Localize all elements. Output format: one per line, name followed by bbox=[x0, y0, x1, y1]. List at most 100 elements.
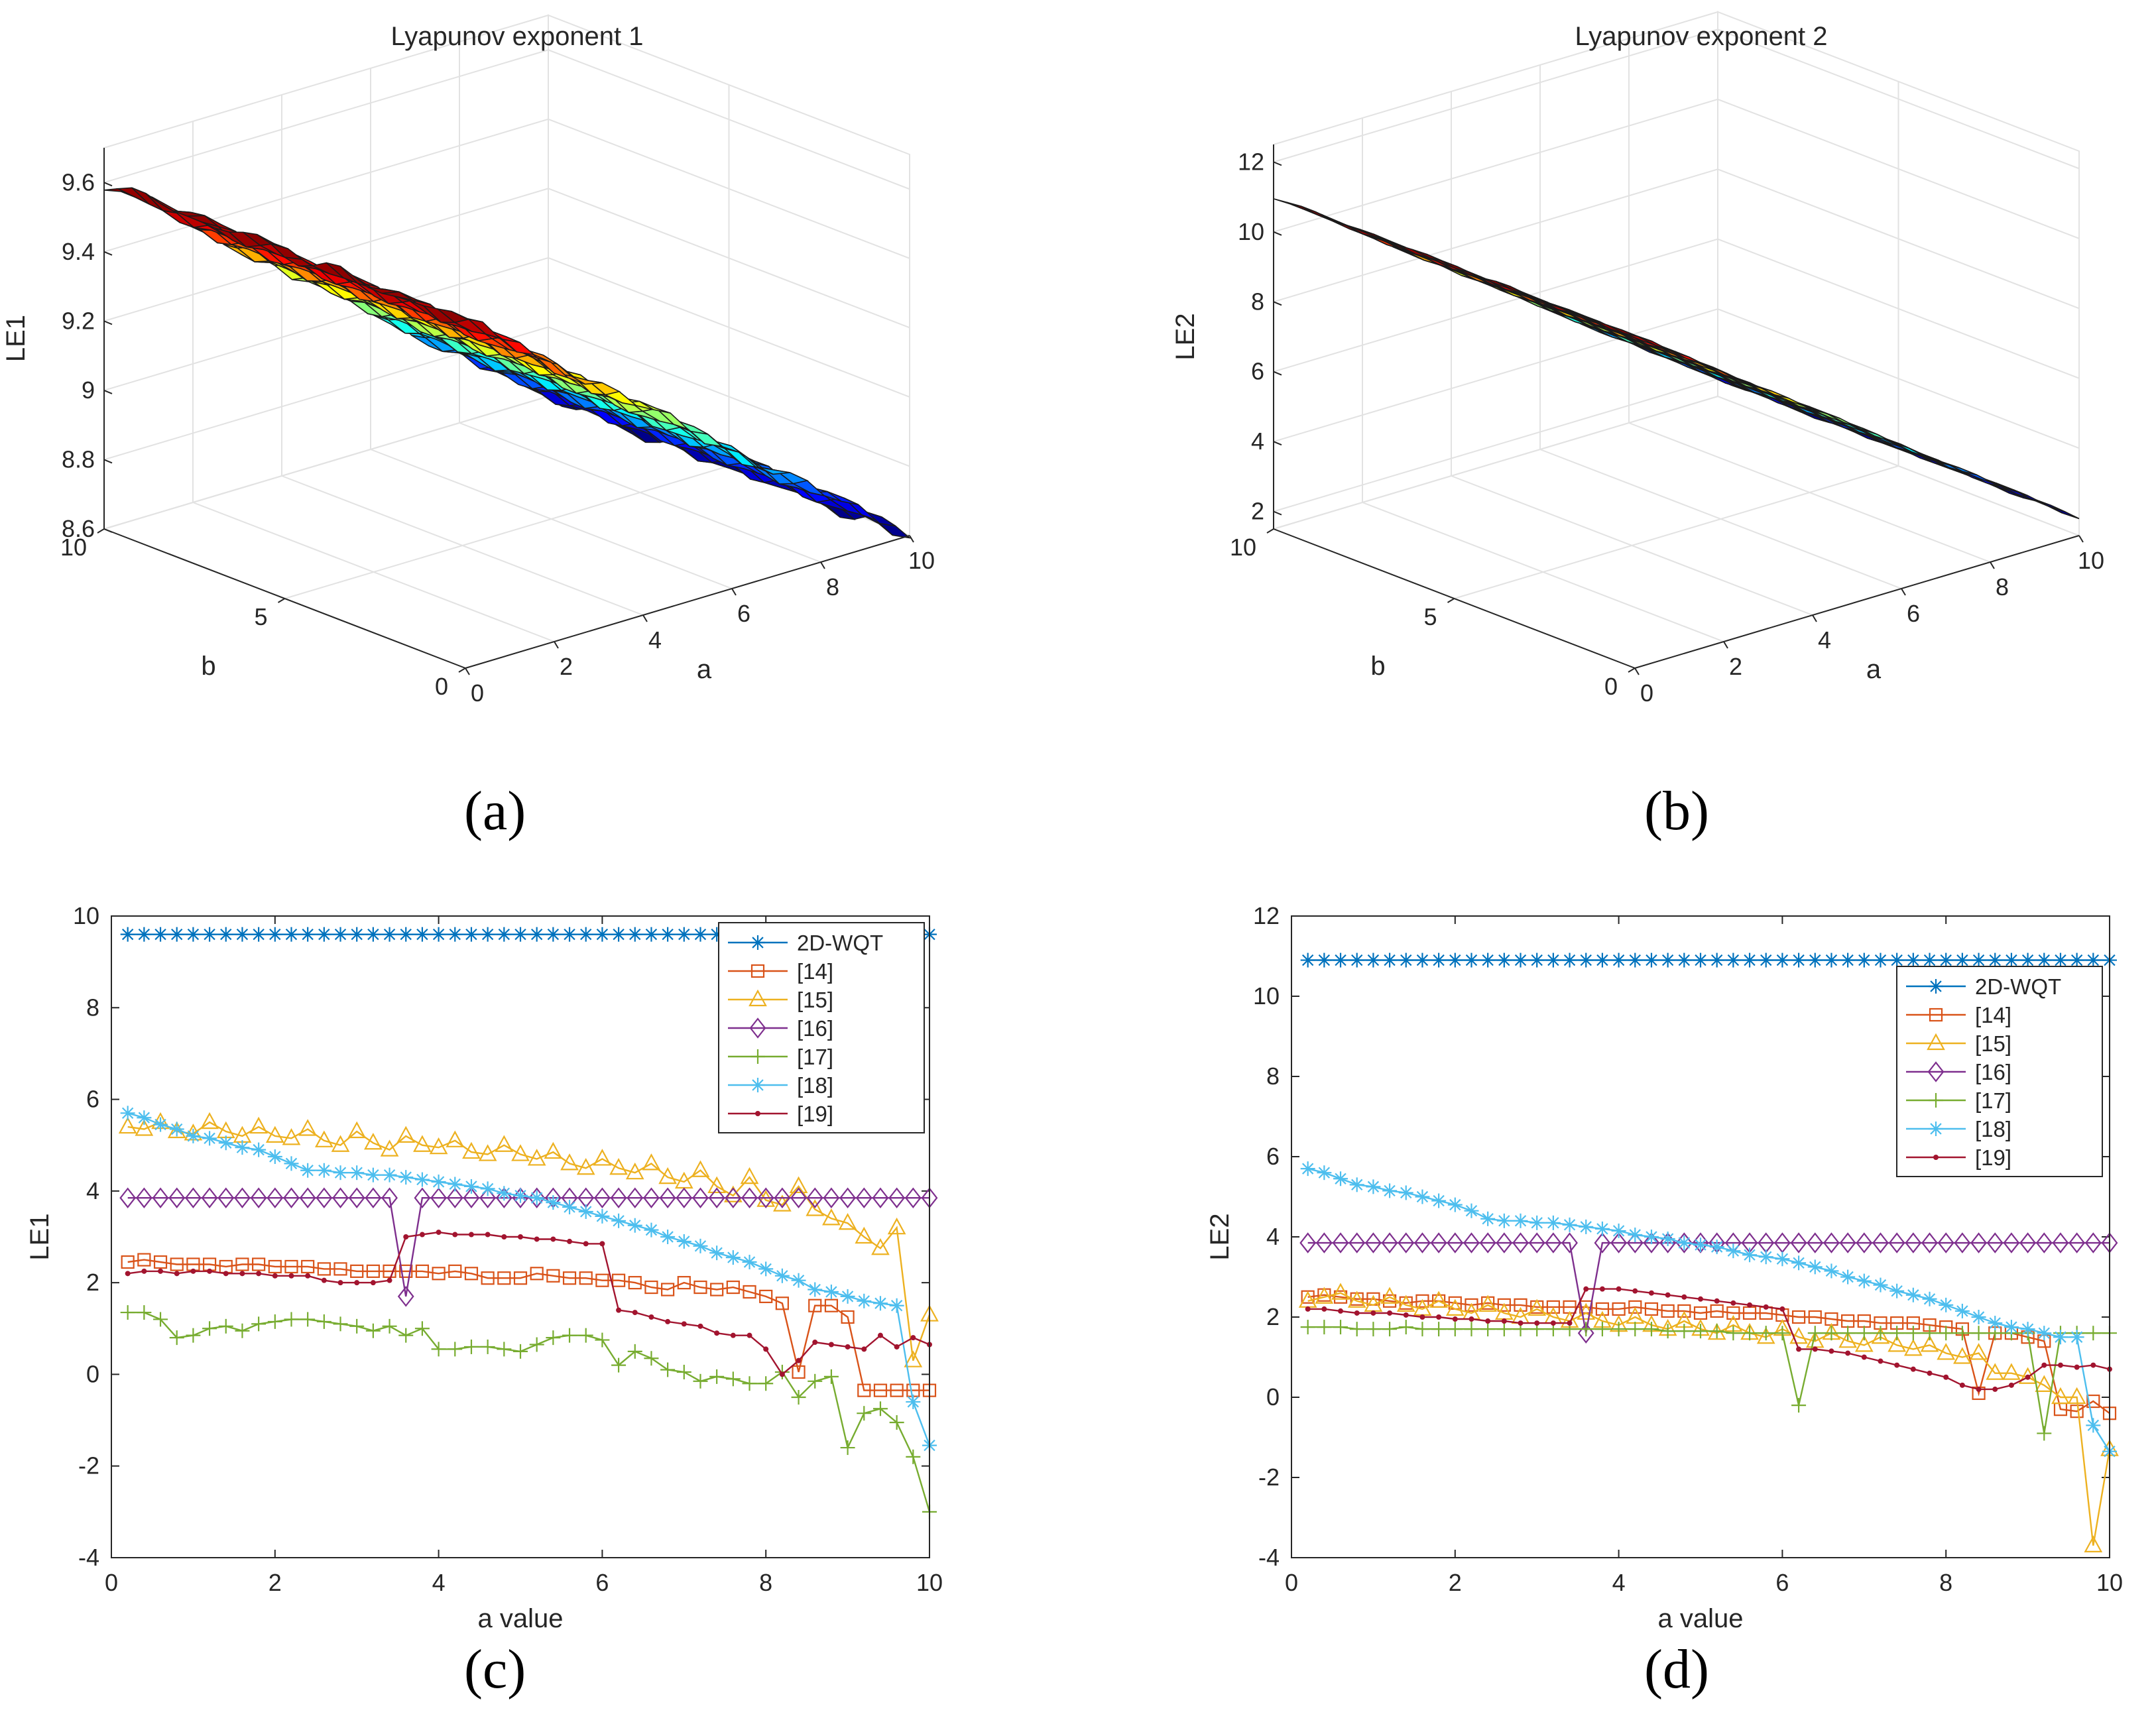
data-point bbox=[398, 1328, 414, 1343]
data-point bbox=[1480, 952, 1496, 968]
marker-stroke bbox=[1482, 954, 1494, 966]
x-tick-label: 10 bbox=[2078, 547, 2104, 574]
data-point bbox=[511, 1144, 530, 1161]
x-axis-label: a bbox=[697, 655, 712, 684]
marker-stroke bbox=[1563, 954, 1576, 966]
legend-label: [16] bbox=[797, 1016, 833, 1041]
marker-stroke bbox=[743, 1256, 756, 1268]
data-point bbox=[2037, 1426, 2052, 1441]
data-point bbox=[1856, 952, 1872, 968]
marker-stroke bbox=[351, 928, 363, 941]
marker-stroke bbox=[1384, 1184, 1396, 1197]
data-point bbox=[1922, 1291, 1937, 1306]
data-point bbox=[1463, 1232, 1480, 1253]
marker-stroke bbox=[318, 928, 330, 941]
data-point bbox=[857, 1406, 872, 1421]
data-point bbox=[354, 1280, 360, 1286]
data-point bbox=[872, 1296, 888, 1311]
series-line bbox=[127, 1259, 929, 1391]
marker-stroke bbox=[2070, 954, 2083, 966]
data-point bbox=[2037, 952, 2052, 968]
marker-stroke bbox=[825, 1286, 837, 1298]
data-point bbox=[462, 1141, 481, 1159]
data-point bbox=[463, 1339, 479, 1354]
data-point bbox=[403, 1234, 409, 1240]
x-tick-label: 4 bbox=[648, 626, 662, 654]
marker-stroke bbox=[187, 928, 200, 941]
data-point bbox=[1430, 1232, 1447, 1253]
data-point bbox=[1366, 1322, 1381, 1337]
data-point bbox=[709, 1369, 725, 1384]
data-point bbox=[529, 1337, 544, 1352]
data-point bbox=[300, 927, 316, 942]
marker-stroke bbox=[121, 928, 134, 941]
y-gridline bbox=[1454, 82, 1899, 599]
data-point bbox=[153, 1117, 168, 1132]
data-point bbox=[648, 1314, 654, 1320]
data-point bbox=[333, 1165, 348, 1181]
data-point bbox=[681, 1321, 687, 1327]
data-point bbox=[2051, 1387, 2070, 1405]
x-tick-label: 10 bbox=[908, 547, 935, 574]
z-tick-label: 2 bbox=[1251, 498, 1264, 525]
data-point bbox=[887, 1217, 906, 1235]
marker-stroke bbox=[1482, 1213, 1494, 1225]
y-tick-label: 10 bbox=[1230, 534, 1256, 561]
marker-stroke bbox=[171, 1123, 183, 1135]
data-point bbox=[478, 1144, 497, 1161]
data-point bbox=[331, 1135, 350, 1152]
panel-label-a: (a) bbox=[464, 780, 526, 842]
marker-stroke bbox=[302, 1165, 314, 1177]
data-point bbox=[758, 1261, 774, 1277]
data-point bbox=[1665, 1292, 1671, 1298]
data-point bbox=[380, 1139, 399, 1157]
data-point bbox=[1415, 1294, 1429, 1308]
data-point bbox=[153, 1255, 168, 1269]
marker-stroke bbox=[465, 928, 477, 941]
data-point bbox=[676, 1187, 693, 1209]
data-point bbox=[120, 1106, 135, 1121]
data-point bbox=[317, 1262, 331, 1276]
y-tick-label: 0 bbox=[86, 1360, 99, 1387]
data-point bbox=[693, 1280, 707, 1295]
data-point bbox=[186, 1128, 201, 1143]
x-tick-label: 8 bbox=[826, 573, 839, 601]
y-tick bbox=[277, 598, 286, 603]
data-point bbox=[235, 1140, 250, 1155]
x-tick-label: 0 bbox=[1285, 1569, 1298, 1596]
data-point bbox=[1747, 1302, 1753, 1308]
data-point bbox=[1976, 1386, 1982, 1392]
marker-stroke bbox=[498, 1187, 510, 1200]
data-point bbox=[906, 1449, 921, 1464]
data-point bbox=[158, 1268, 164, 1274]
legend-marker bbox=[749, 1017, 766, 1039]
data-point bbox=[660, 927, 676, 942]
y-tick-label: 10 bbox=[1253, 982, 1280, 1009]
marker-stroke bbox=[1678, 954, 1691, 966]
data-point bbox=[1789, 1326, 1808, 1344]
data-point bbox=[1496, 1232, 1513, 1253]
data-point bbox=[676, 1234, 691, 1249]
y-tick bbox=[1628, 667, 1636, 673]
marker-stroke bbox=[432, 1176, 445, 1188]
data-point bbox=[725, 1187, 742, 1209]
data-point bbox=[2068, 1232, 2086, 1253]
marker-stroke bbox=[1646, 1231, 1657, 1243]
data-point bbox=[808, 1373, 823, 1389]
data-point bbox=[137, 927, 152, 942]
data-point bbox=[141, 1268, 147, 1274]
legend-label: [19] bbox=[797, 1102, 833, 1126]
marker-stroke bbox=[367, 928, 379, 941]
marker-stroke bbox=[1596, 1223, 1608, 1235]
data-point bbox=[1611, 1223, 1626, 1238]
data-point bbox=[1419, 1314, 1425, 1320]
data-point bbox=[1464, 1203, 1479, 1218]
legend-label: [15] bbox=[1975, 1031, 2011, 1056]
marker-stroke bbox=[760, 1263, 772, 1275]
marker-stroke bbox=[318, 1165, 330, 1177]
marker-stroke bbox=[613, 1215, 625, 1227]
data-point bbox=[1333, 1320, 1348, 1335]
z-tick-label: 10 bbox=[1238, 218, 1264, 245]
data-point bbox=[1937, 1232, 1954, 1253]
y-tick-label: -4 bbox=[1258, 1544, 1280, 1571]
